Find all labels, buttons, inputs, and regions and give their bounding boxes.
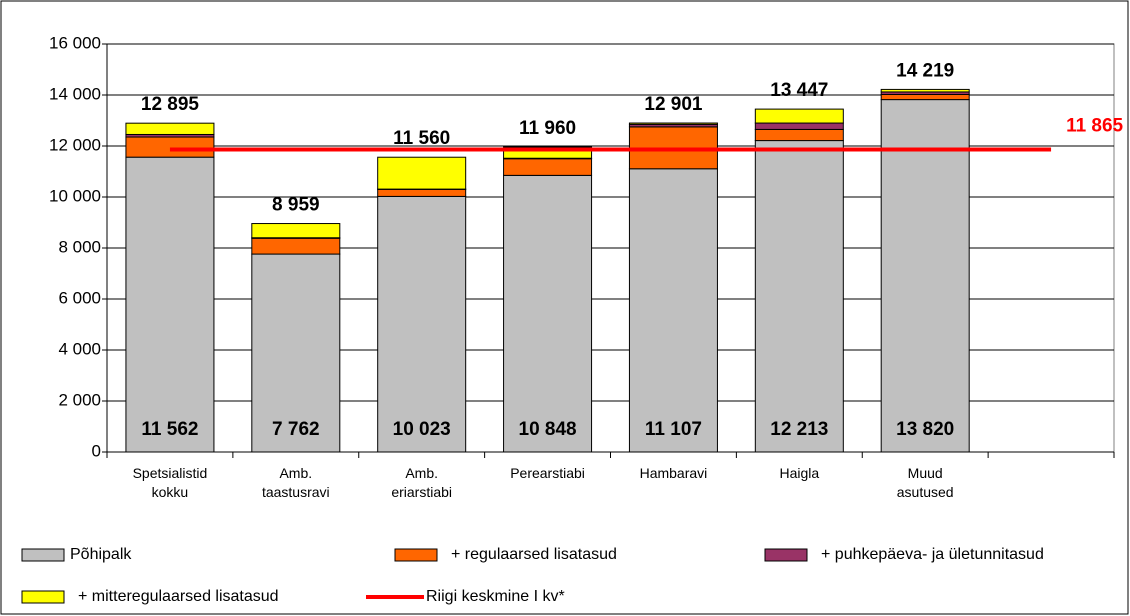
x-tick-label: Hambaravi [640,465,708,481]
bar-segment [880,99,970,453]
legend-label: Riigi keskmine I kv* [426,588,565,605]
bar-segment [251,223,341,239]
bar-segment [754,122,844,130]
value-label: 13 820 [896,419,954,440]
bar-segment [503,158,593,176]
bar-segment [125,136,215,158]
bar-segment [880,88,970,93]
bar-segment [377,156,467,190]
total-label: 13 447 [770,80,828,101]
total-label: 8 959 [272,195,320,216]
x-tick-label: Muud asutused [897,465,954,500]
total-label: 12 895 [141,94,200,115]
y-tick-label: 2 000 [58,390,101,409]
total-label: 14 219 [896,60,954,81]
legend-label: + mitteregulaarsed lisatasud [78,588,279,605]
y-tick-label: 16 000 [49,33,101,52]
y-tick-label: 14 000 [49,84,101,103]
value-label: 10 848 [519,419,577,440]
y-tick-label: 12 000 [49,135,101,154]
value-label: 11 107 [645,419,702,440]
legend-label: Põhipalk [70,546,132,563]
bar-segment [503,146,593,159]
total-label: 12 901 [644,94,703,115]
bar-segment [251,237,341,255]
bar-segment [377,195,467,453]
y-tick-label: 6 000 [58,288,101,307]
total-label: 11 960 [519,118,576,139]
reference-label: 11 865 [1066,115,1123,136]
y-tick-label: 4 000 [58,339,101,358]
x-tick-label: Spetsialistid kokku [133,465,208,500]
legend-swatch [764,548,808,562]
bar-segment [125,122,215,135]
y-tick-label: 10 000 [49,186,101,205]
bar-segment [503,174,593,453]
bar-segment [754,128,844,142]
bar-segment [880,93,970,101]
y-tick-label: 8 000 [58,237,101,256]
legend-swatch [21,590,65,604]
legend-label: + regulaarsed lisatasud [451,546,617,563]
legend-label: + puhkepäeva- ja ületunnitasud [821,546,1044,563]
x-tick-label: Perearstiabi [510,465,585,481]
value-label: 7 762 [272,419,320,440]
x-tick-label: Amb. eriarstiabi [391,465,452,500]
bar-segment [628,122,718,125]
bar-segment [754,140,844,453]
value-label: 12 213 [770,419,828,440]
x-tick-label: Haigla [779,465,819,481]
legend-swatch [21,548,65,562]
y-tick-label: 0 [92,441,101,460]
x-tick-label: Amb. taastusravi [262,465,330,500]
legend-swatch [394,548,438,562]
value-label: 10 023 [393,419,451,440]
total-label: 11 560 [393,128,450,149]
bar-segment [754,108,844,124]
bar-segment [251,253,341,453]
bar-segment [377,188,467,197]
value-label: 11 562 [141,419,198,440]
bar-segment [628,168,718,453]
bar-segment [125,156,215,453]
